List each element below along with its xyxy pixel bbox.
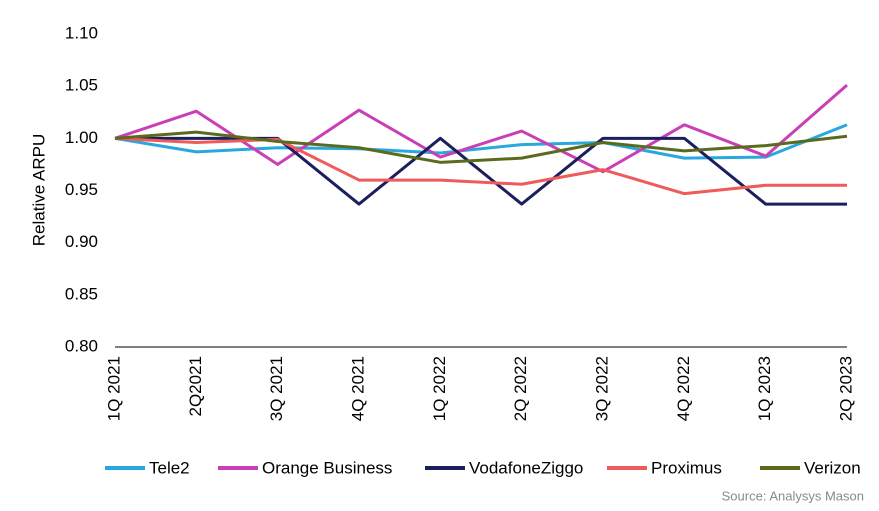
y-tick-label: 1.00: [65, 128, 98, 147]
series-line: [114, 136, 847, 196]
x-tick-label: 2Q2021: [186, 356, 205, 417]
y-axis-label: Relative ARPU: [29, 134, 48, 246]
y-tick-label: 1.10: [65, 23, 98, 42]
series-line: [114, 123, 848, 160]
y-tick-label: 0.85: [65, 284, 98, 303]
legend-label: Tele2: [149, 458, 190, 477]
legend-label: Verizon: [804, 458, 861, 477]
y-tick-label: 0.90: [65, 232, 98, 251]
legend-label: Proximus: [651, 458, 722, 477]
x-tick-label: 4Q 2021: [348, 356, 367, 421]
x-tick-label: 4Q 2022: [674, 356, 693, 421]
x-tick-label: 3Q 2022: [592, 356, 611, 421]
x-tick-label: 1Q 2021: [104, 356, 123, 421]
series-line: [114, 130, 848, 164]
x-tick-label: 1Q 2023: [755, 356, 774, 421]
x-tick-label: 1Q 2022: [430, 356, 449, 421]
x-tick-label: 2Q 2022: [511, 356, 530, 421]
x-tick-label: 3Q 2021: [267, 356, 286, 421]
y-tick-label: 1.05: [65, 76, 98, 95]
x-tick-label: 2Q 2023: [836, 356, 855, 421]
source: Source: Analysys Mason: [722, 488, 864, 503]
series-line: [115, 136, 847, 206]
y-tick-label: 0.80: [65, 336, 98, 355]
legend-label: Orange Business: [262, 458, 392, 477]
y-tick-label: 0.95: [65, 180, 98, 199]
legend-label: VodafoneZiggo: [469, 458, 583, 477]
